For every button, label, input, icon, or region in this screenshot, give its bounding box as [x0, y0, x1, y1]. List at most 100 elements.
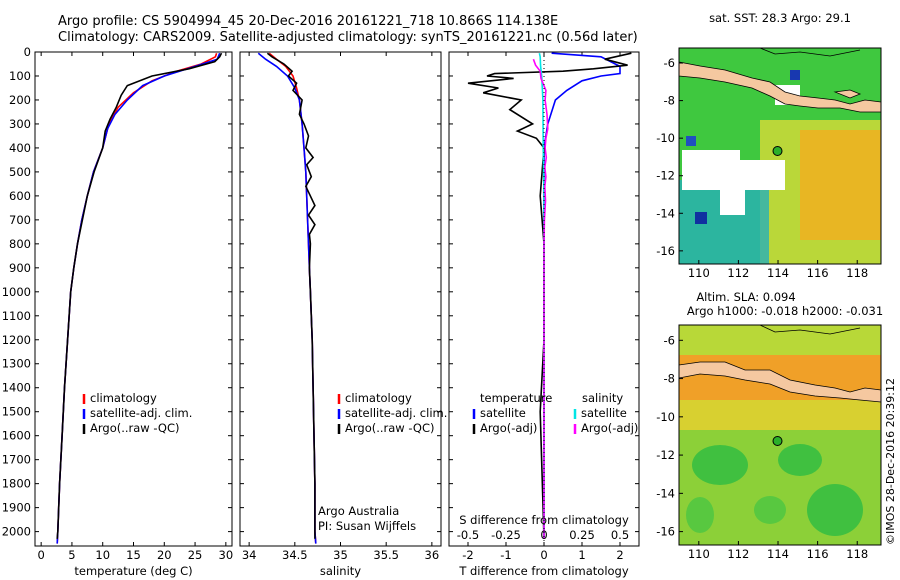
sst-map-ytick-label: -16: [656, 244, 675, 258]
sst-cloud-gap-4: [720, 190, 745, 215]
difference-legend-salinity-title: salinity: [582, 391, 623, 405]
ytick-label: 400: [9, 141, 31, 155]
ytick-label: 2000: [2, 525, 31, 539]
ytick-label: 1200: [2, 333, 31, 347]
sst-cold-pixel-1: [695, 212, 707, 224]
temperature-xtick-label: 25: [188, 548, 203, 562]
difference-series: [467, 52, 632, 539]
sla-eddy-3: [807, 484, 863, 536]
sst-map-xtick-label: 110: [688, 266, 710, 280]
ytick-label: 0: [24, 45, 31, 59]
figure-title-line2: Climatology: CARS2009. Satellite-adjuste…: [58, 30, 638, 45]
temperature-legend-label: Argo(..raw -QC): [90, 421, 180, 435]
salinity-legend-label: climatology: [345, 391, 412, 405]
ytick-label: 800: [9, 237, 31, 251]
sst-map-ytick-label: -12: [656, 169, 675, 183]
temperature-xlabel: temperature (deg C): [74, 564, 192, 578]
salinity-frame: [239, 51, 442, 547]
temperature-legend-label: satellite-adj. clim.: [90, 406, 192, 420]
sla-map-ytick-label: -10: [656, 410, 675, 424]
sst-map-panel: 110 112 114 116 118 -6 -8 -10 -12 -14 -16 sat. SST:…: [656, 11, 882, 280]
difference-s-xlabel: S difference from climatology: [459, 513, 629, 527]
ytick-label: 1100: [2, 309, 31, 323]
ytick-label: 1600: [2, 429, 31, 443]
salinity-xtick-label: 36: [425, 548, 440, 562]
ytick-label: 1900: [2, 501, 31, 515]
sla-map-panel: 110 112 114 116 118 -6 -8 -10 -12 -14 -16 Altim. SL…: [656, 290, 883, 561]
salinity-annotation-line2: PI: Susan Wijffels: [318, 519, 416, 533]
temperature-legend-label: climatology: [90, 391, 157, 405]
temperature-xtick-label: 15: [126, 548, 141, 562]
difference-series: [532, 58, 549, 539]
sst-map-xtick-label: 118: [846, 266, 868, 280]
difference-s-tick-label: 0.25: [569, 528, 595, 542]
sst-map-ytick-label: -10: [656, 131, 675, 145]
salinity-xlabel: salinity: [320, 564, 361, 578]
salinity-panel: 34 34.5 35 35.5 36 salinity climatologysatelli…: [239, 51, 447, 578]
difference-xtick-label: -2: [462, 548, 473, 562]
sla-map-frame: [678, 324, 882, 546]
sst-map-ytick-label: -8: [664, 94, 675, 108]
difference-legend-label: Argo(-adj): [480, 421, 537, 435]
ytick-label: 900: [9, 261, 31, 275]
sst-bali-land: [833, 89, 862, 99]
difference-xtick-label: -1: [500, 548, 511, 562]
footer-credit: ©IMOS 28-Dec-2016 20:39:12: [884, 378, 897, 545]
sst-cloud-gap-3: [682, 150, 700, 190]
sla-map-ytick-label: -6: [664, 333, 675, 347]
difference-xtick-label: 2: [616, 548, 623, 562]
sst-map-ytick-label: -6: [664, 56, 675, 70]
temperature-frame: [34, 51, 233, 547]
ytick-label: 1300: [2, 357, 31, 371]
difference-s-tick-label: 0: [540, 528, 547, 542]
sla-eddy-1: [692, 445, 748, 485]
sla-eddy-4: [754, 496, 786, 524]
difference-xtick-label: 0: [540, 548, 547, 562]
sla-map-title-line1: Altim. SLA: 0.094: [696, 290, 795, 304]
sst-map-title: sat. SST: 28.3 Argo: 29.1: [709, 11, 851, 25]
salinity-xtick-label: 35: [333, 548, 348, 562]
salinity-xtick-label: 35.5: [373, 548, 399, 562]
sla-eddy-5: [686, 497, 714, 533]
sla-map-xtick-label: 116: [807, 547, 829, 561]
difference-s-tick-label: -0.25: [491, 528, 521, 542]
temperature-xtick-label: 10: [95, 548, 110, 562]
temperature-panel: 0100200300400500600700800900100011001200…: [2, 45, 233, 578]
salinity-xtick-label: 34.5: [282, 548, 308, 562]
temperature-xtick-label: 5: [68, 548, 75, 562]
sst-cold-pixel-2: [686, 136, 696, 146]
temperature-xtick-label: 20: [157, 548, 172, 562]
difference-xtick-label: 1: [578, 548, 585, 562]
ytick-label: 700: [9, 213, 31, 227]
sla-map-title-line2: Argo h1000: -0.018 h2000: -0.031: [687, 304, 883, 318]
sla-yellow-transition: [679, 400, 881, 430]
sla-argo-marker: [772, 436, 783, 446]
sst-map-ytick-label: -14: [656, 206, 675, 220]
sst-hot-zone: [800, 130, 881, 240]
sst-cloud-gap-1: [700, 150, 740, 190]
sla-eddy-2: [778, 444, 822, 476]
ytick-label: 300: [9, 117, 31, 131]
ytick-label: 100: [9, 69, 31, 83]
sla-map-xtick-label: 112: [727, 547, 749, 561]
ytick-label: 1800: [2, 477, 31, 491]
sla-java-land: [679, 361, 881, 403]
ytick-label: 1400: [2, 381, 31, 395]
sla-map-ytick-label: -8: [664, 372, 675, 386]
salinity-xtick-label: 34: [242, 548, 257, 562]
salinity-legend-label: Argo(..raw -QC): [345, 421, 435, 435]
temperature-xtick-label: 0: [37, 548, 44, 562]
sst-borneo-coast: [759, 48, 861, 57]
sst-map-xtick-label: 112: [727, 266, 749, 280]
sla-map-ytick-label: -16: [656, 525, 675, 539]
figure-title-line1: Argo profile: CS 5904994_45 20-Dec-2016 …: [58, 14, 559, 29]
sla-map-xtick-label: 118: [846, 547, 868, 561]
temperature-xtick-label: 30: [219, 548, 234, 562]
sla-map-ytick-label: -12: [656, 448, 675, 462]
salinity-annotation-line1: Argo Australia: [318, 504, 399, 518]
ytick-label: 500: [9, 165, 31, 179]
difference-legend-label: satellite: [480, 406, 526, 420]
sla-map-xtick-label: 114: [767, 547, 789, 561]
difference-s-tick-label: 0.5: [611, 528, 629, 542]
sst-cloud-gap-2: [740, 160, 785, 190]
